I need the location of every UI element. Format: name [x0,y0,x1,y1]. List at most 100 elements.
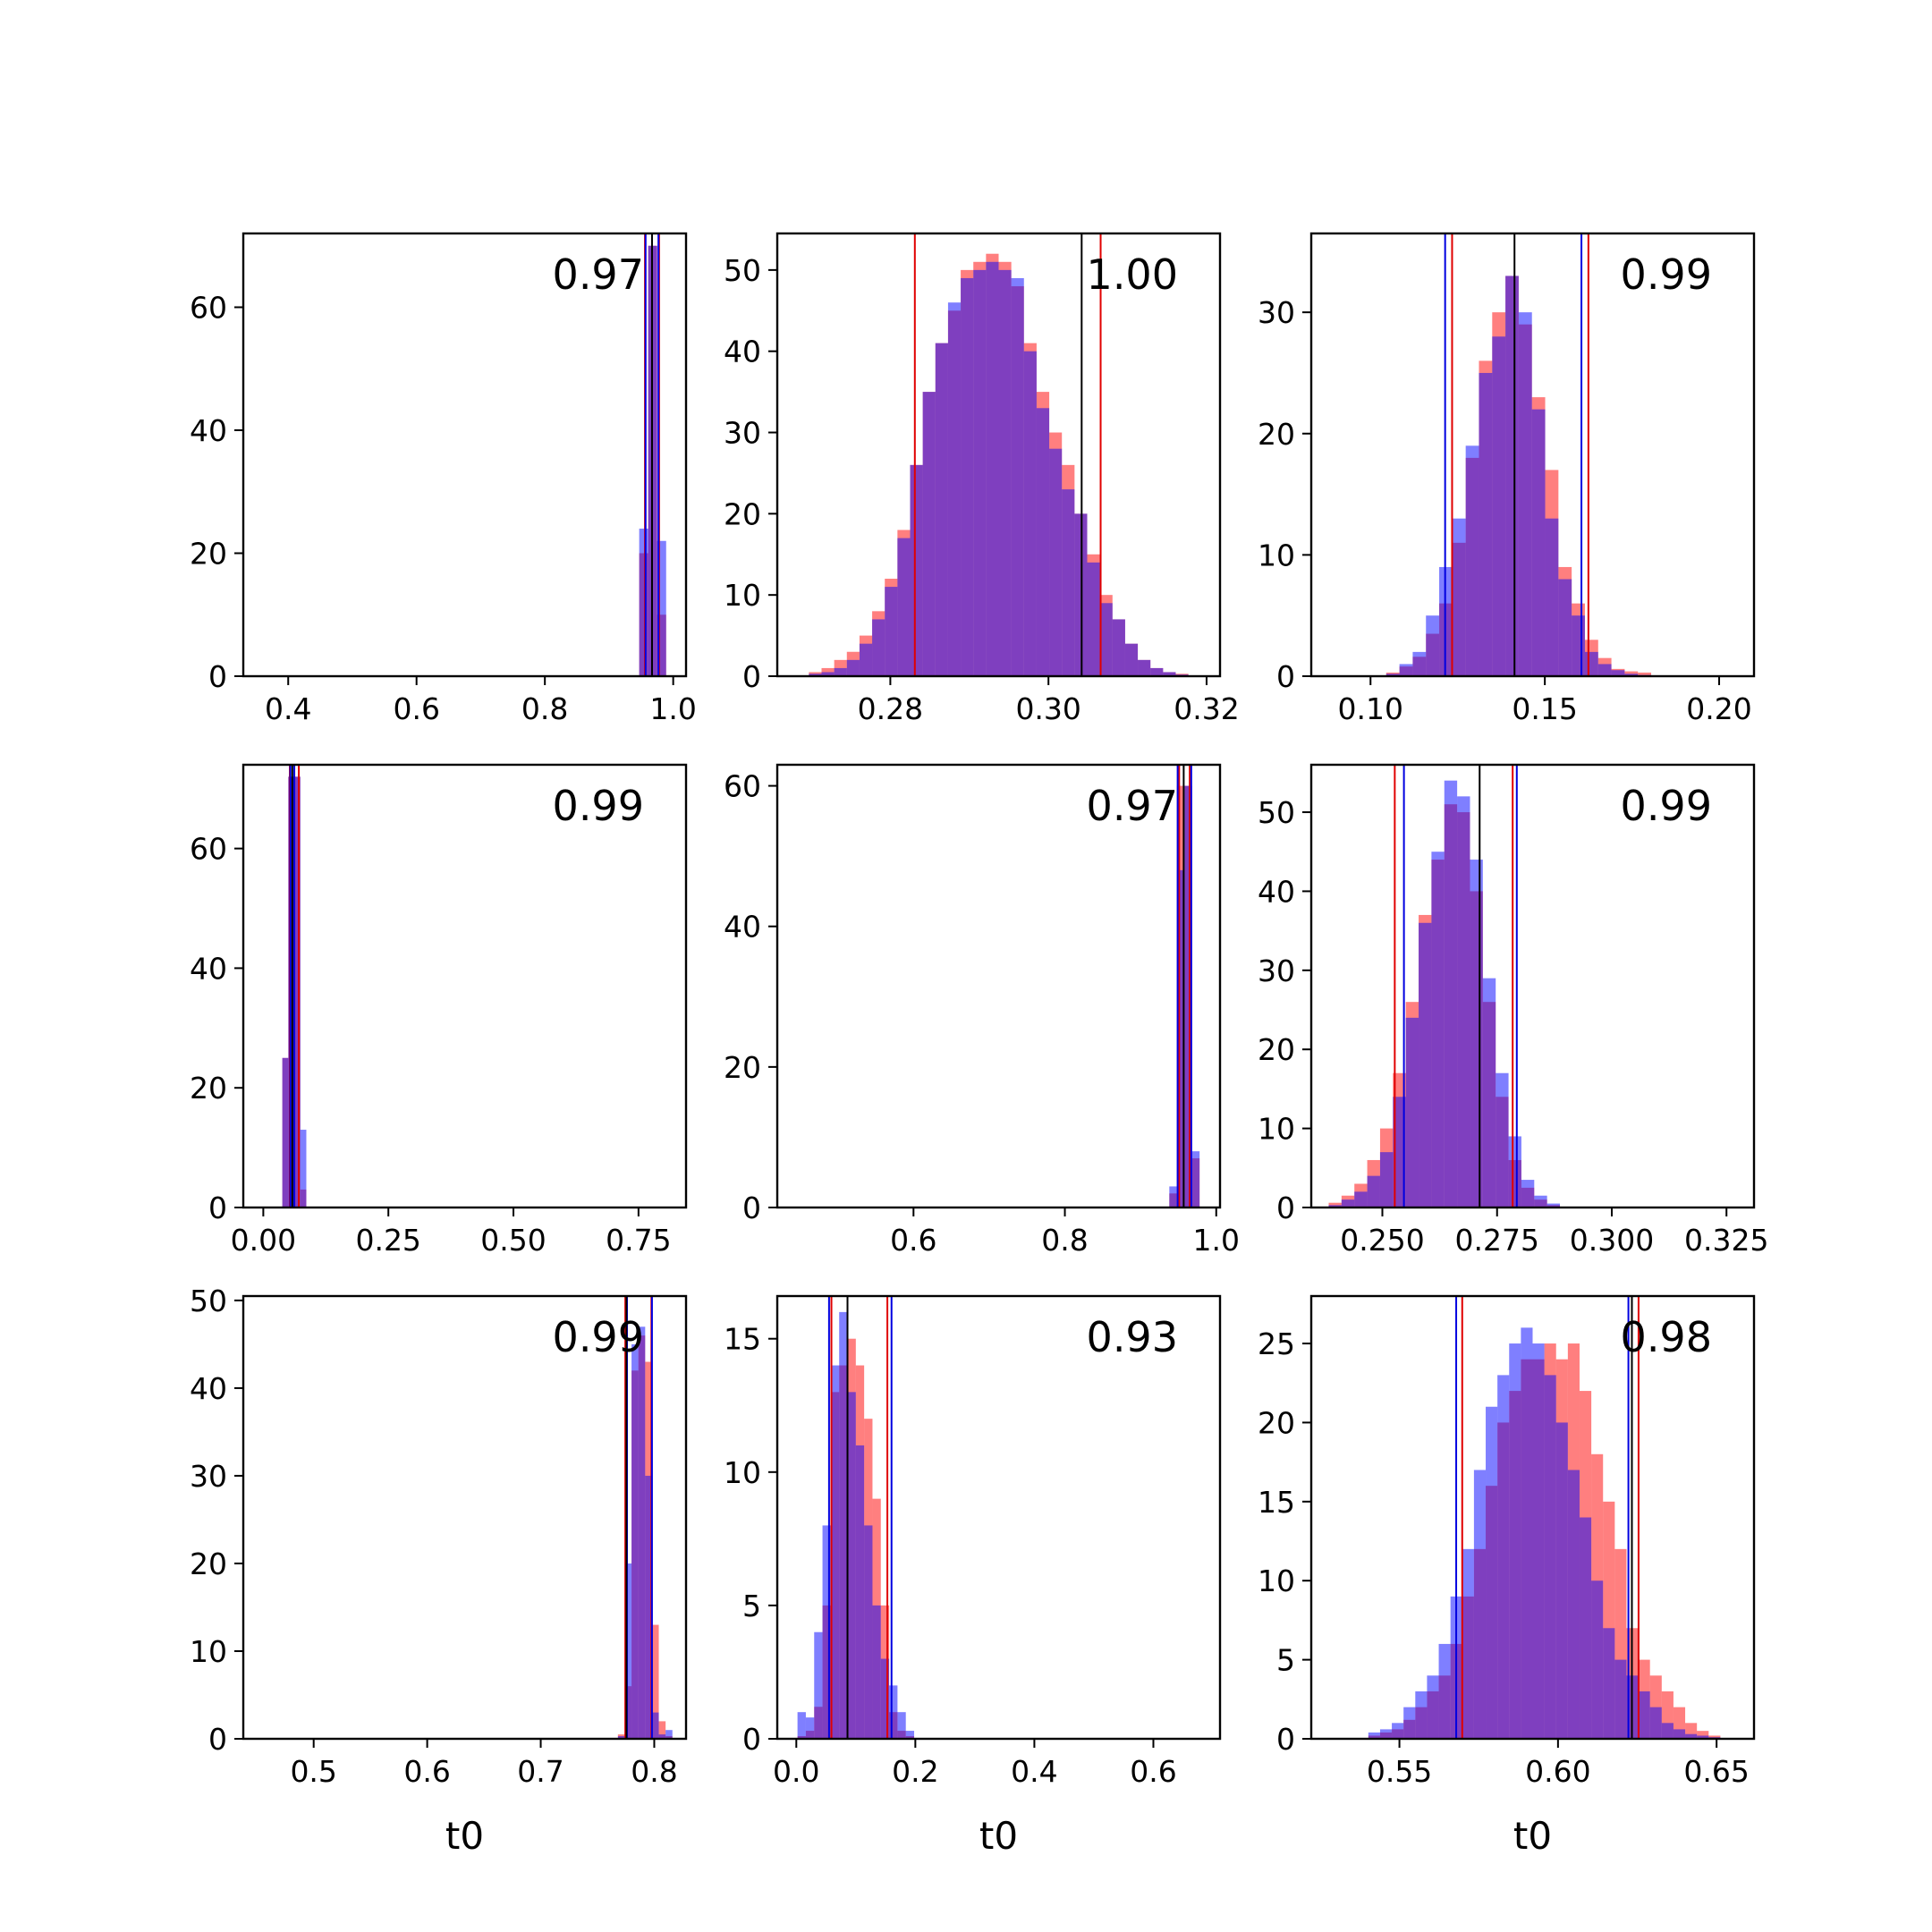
x-tick-label: 0.00 [231,1223,296,1258]
x-tick-label: 0.75 [606,1223,671,1258]
histogram-bar [1412,651,1427,676]
axes-frame [242,763,688,1209]
axes-frame [775,1294,1222,1741]
x-tick-label: 0.5 [290,1754,336,1789]
histogram-bar [1546,1203,1561,1208]
histogram-bar [839,1311,848,1739]
histogram-bar [1099,603,1113,676]
histogram-bar [1597,664,1612,676]
y-tick-label: 20 [724,496,761,531]
x-tick-label: 0.20 [1686,691,1751,726]
histogram-bar [1087,562,1100,676]
histogram-bar [651,1712,659,1739]
histogram-bar [1403,1707,1416,1739]
histogram-bar [1163,672,1176,676]
plot-area [282,765,307,1208]
y-tick-label: 0 [742,1722,761,1757]
histogram-bar [1368,1732,1380,1739]
histogram-bar [973,269,987,676]
panel-2-0: 0.5 0.6 0.7 0.8 0 10 20 30 40 50 0.99 t0 [190,1284,688,1858]
panel-0-2: 0.10 0.15 0.20 0 10 20 30 0.99 [1258,232,1756,726]
axes-frame [1309,232,1756,678]
y-tick-label: 60 [724,769,761,804]
histogram-bar [1367,1175,1380,1208]
histogram-bar [282,1057,289,1208]
histogram-bar [805,1717,815,1739]
histogram-bar [1544,1375,1556,1739]
x-tick-label: 0.60 [1525,1754,1590,1789]
histogram-bar [651,1624,659,1739]
histogram-bar [1567,1470,1580,1739]
histogram-bar [1176,869,1185,1208]
histogram-bar [1496,1072,1509,1208]
histogram-bar [935,343,948,676]
y-tick-label: 0 [1276,1722,1295,1757]
histogram-bar [1508,1136,1521,1208]
histogram-bar [998,269,1012,676]
y-tick-label: 40 [190,413,227,448]
panel-2-1: 0.0 0.2 0.4 0.6 0 5 10 15 0.93 t0 [724,1294,1222,1858]
histogram-bar [1427,1675,1439,1739]
histogram-bar [1532,1343,1545,1739]
x-tick-label: 0.275 [1455,1223,1539,1258]
histogram-bar [961,277,974,676]
y-tick-label: 40 [724,910,761,945]
histogram-bar [1341,1199,1355,1208]
panel-1-1: 0.6 0.8 1.0 0 20 40 60 0.97 [724,763,1240,1258]
panel-1-0: 0.00 0.25 0.50 0.75 0 20 40 60 0.99 [190,763,688,1258]
histogram-bar [859,643,873,676]
histogram-bar [294,776,301,1208]
histogram-bar [897,1712,906,1739]
histogram-bar [1638,672,1652,676]
histogram-bar [1184,785,1192,1208]
histogram-bar [846,659,860,676]
panel-annotation: 0.99 [553,1313,644,1361]
x-tick-label: 0.2 [892,1754,938,1789]
histogram-bar [1112,619,1125,676]
x-tick-label: 0.32 [1174,691,1239,726]
histogram-bar [1328,1205,1342,1208]
histogram-bar [1649,1707,1662,1739]
panel-annotation: 0.93 [1087,1313,1178,1361]
histogram-bar [1419,922,1432,1208]
y-tick-label: 20 [1258,1032,1295,1067]
histogram-bar [847,1392,856,1739]
histogram-bar [885,587,898,676]
histogram-bar [864,1525,873,1739]
histogram-bar [1545,518,1559,676]
y-tick-label: 40 [724,335,761,369]
histogram-bar [300,1130,307,1208]
plot-area [1368,1296,1721,1739]
panel-annotation: 0.97 [1087,782,1178,830]
histogram-bar [1518,312,1532,676]
histogram-bar [1431,852,1445,1208]
series-blue [282,776,307,1208]
histogram-bar [905,1731,915,1739]
panel-1-2: 0.250 0.275 0.300 0.325 0 10 20 30 40 50 0.99 [1258,763,1768,1258]
y-tick-label: 40 [190,951,227,986]
panel-2-2: 0.55 0.60 0.65 0 5 10 15 20 25 0.98 t0 [1258,1294,1756,1858]
x-tick-label: 0.325 [1684,1223,1768,1258]
histogram-bar [889,1685,898,1739]
histogram-bar [1624,674,1639,676]
histogram-bar [288,776,295,1208]
histogram-bar [1023,351,1037,676]
y-tick-label: 60 [190,832,227,867]
histogram-bar [897,538,911,676]
histogram-bar [872,1605,881,1739]
histogram-bar [1482,978,1496,1208]
histogram-bar [1379,1152,1394,1208]
histogram-bar [1534,1195,1547,1208]
y-tick-label: 10 [1258,1112,1295,1147]
histogram-bar [1473,1470,1487,1739]
y-tick-label: 10 [1258,1563,1295,1598]
histogram-bar [1521,1180,1535,1208]
histogram-bar [1465,445,1479,676]
histogram-bar [1124,643,1139,676]
histogram-bar [922,392,936,676]
y-tick-label: 0 [208,659,227,694]
histogram-bar [814,1631,823,1739]
x-axis-label: t0 [445,1814,484,1858]
histogram-bar [1444,780,1458,1208]
x-tick-label: 0.6 [403,1754,450,1789]
